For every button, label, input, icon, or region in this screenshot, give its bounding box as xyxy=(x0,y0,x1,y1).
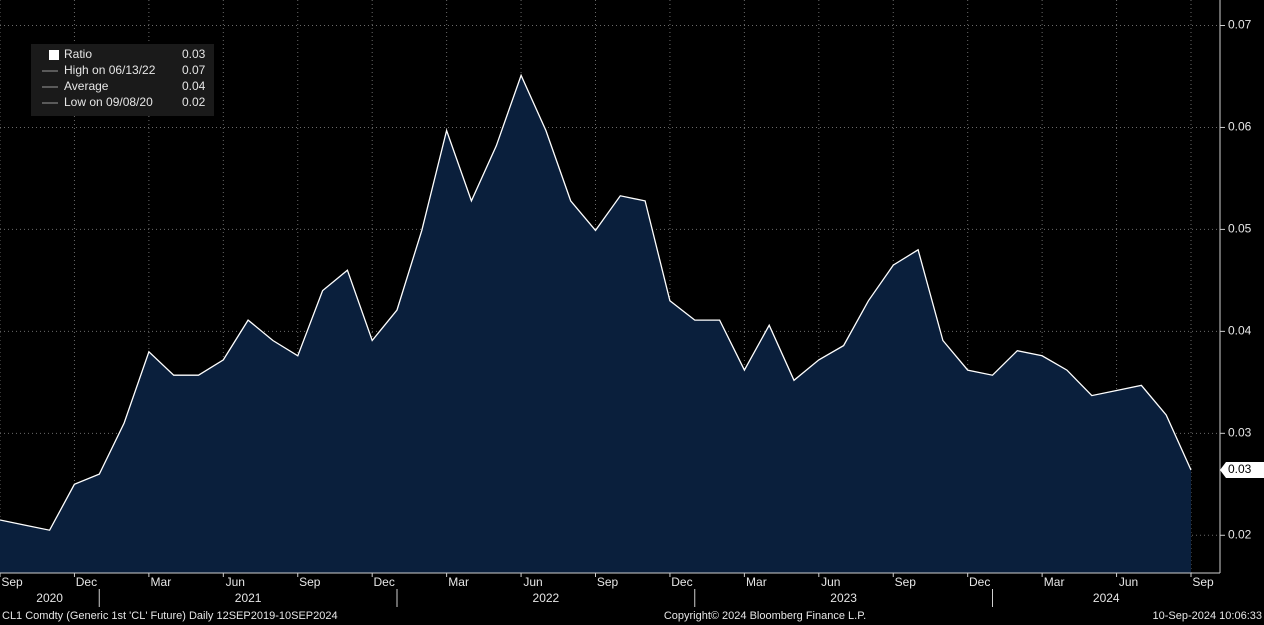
area xyxy=(0,75,1191,574)
year-label: 2022 xyxy=(533,591,560,605)
year-label: 2024 xyxy=(1093,591,1120,605)
x-tick-label: Jun xyxy=(1119,575,1138,589)
year-label: 2023 xyxy=(830,591,857,605)
line xyxy=(0,73,1192,531)
x-tick-label: Mar xyxy=(746,575,767,589)
x-tick-label: Jun xyxy=(226,575,245,589)
legend-value: 0.04 xyxy=(182,79,206,93)
x-tick-label: Sep xyxy=(299,575,321,589)
x-tick-label: Sep xyxy=(895,575,917,589)
x-tick-label: Jun xyxy=(523,575,542,589)
x-tick-label: Sep xyxy=(1,575,23,589)
legend-value: 0.03 xyxy=(182,47,206,61)
y-tick-label: 0.03 xyxy=(1228,425,1252,439)
x-tick-label: Sep xyxy=(1192,575,1214,589)
legend-label: Average xyxy=(64,79,109,93)
last-value-label: 0.03 xyxy=(1228,462,1252,476)
x-tick-label: Mar xyxy=(448,575,469,589)
x-tick-label: Dec xyxy=(671,575,692,589)
x-tick-label: Mar xyxy=(151,575,172,589)
axes: 0.02 0.03 0.04 0.05 0.06 0.07 Sep Dec Mar Jun Sep D… xyxy=(0,18,1264,607)
y-tick-label: 0.05 xyxy=(1228,222,1252,236)
legend-box xyxy=(31,44,214,116)
year-label: 2021 xyxy=(235,591,262,605)
last-value-pointer xyxy=(1220,462,1264,479)
year-label: 2020 xyxy=(36,591,63,605)
legend-swatch xyxy=(49,50,59,60)
y-tick-label: 0.04 xyxy=(1228,324,1252,338)
last-value-badge: 0.03 xyxy=(1220,462,1264,479)
footer-center: Copyright© 2024 Bloomberg Finance L.P. xyxy=(664,610,866,622)
legend-value: 0.07 xyxy=(182,63,206,77)
y-tick-label: 0.02 xyxy=(1228,527,1252,541)
x-tick-label: Jun xyxy=(821,575,840,589)
x-tick-label: Mar xyxy=(1044,575,1065,589)
y-tick-label: 0.07 xyxy=(1228,18,1252,32)
legend-label: Low on 09/08/20 xyxy=(64,95,153,109)
legend-value: 0.02 xyxy=(182,95,206,109)
footer-right: 10-Sep-2024 10:06:33 xyxy=(1153,610,1262,622)
legend-label: High on 06/13/22 xyxy=(64,63,156,77)
legend: Ratio 0.03 High on 06/13/22 0.07 Average 0.04… xyxy=(31,44,214,116)
x-tick-label: Dec xyxy=(76,575,97,589)
x-tick-label: Dec xyxy=(969,575,990,589)
x-tick-label: Sep xyxy=(597,575,619,589)
legend-label: Ratio xyxy=(64,47,92,61)
footer-left: CL1 Comdty (Generic 1st 'CL' Future) Dai… xyxy=(2,610,338,622)
x-tick-label: Dec xyxy=(374,575,395,589)
plot xyxy=(0,73,1192,574)
y-tick-label: 0.06 xyxy=(1228,120,1252,134)
